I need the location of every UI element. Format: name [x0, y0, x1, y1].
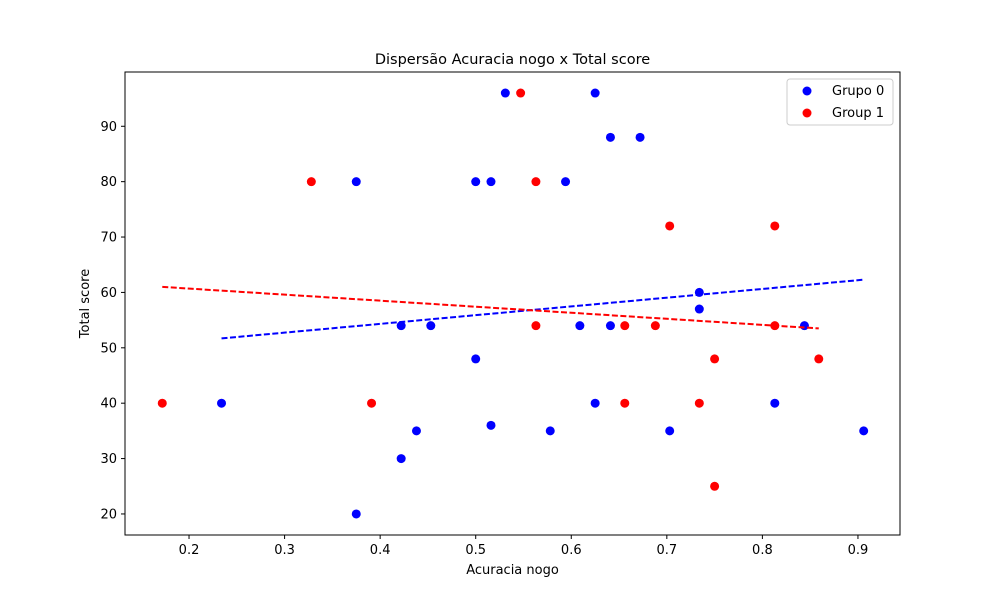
data-point-group-1 — [157, 398, 167, 408]
legend-marker-group-1 — [802, 108, 812, 118]
data-point-group-1 — [516, 88, 526, 98]
data-point-grupo-0 — [351, 177, 361, 187]
data-point-grupo-0 — [859, 426, 869, 436]
data-point-grupo-0 — [486, 177, 496, 187]
series-layer — [157, 88, 869, 519]
data-point-grupo-0 — [217, 398, 227, 408]
data-point-group-1 — [710, 354, 720, 364]
data-point-grupo-0 — [665, 426, 675, 436]
data-point-group-1 — [710, 481, 720, 491]
legend-label-group-1: Group 1 — [832, 106, 884, 121]
plot-area — [125, 72, 900, 535]
legend-box — [786, 78, 894, 126]
data-point-grupo-0 — [590, 88, 600, 98]
data-point-grupo-0 — [471, 177, 481, 187]
x-tick-label: 0.9 — [848, 543, 869, 558]
data-point-grupo-0 — [471, 354, 481, 364]
data-point-grupo-0 — [411, 426, 421, 436]
data-point-group-1 — [814, 354, 824, 364]
data-point-group-1 — [620, 398, 630, 408]
legend-marker-grupo-0 — [802, 86, 812, 96]
trendline-grupo-0 — [221, 278, 864, 340]
data-point-grupo-0 — [351, 509, 361, 519]
x-tick-label: 0.6 — [561, 543, 582, 558]
y-tick-label: 20 — [100, 507, 117, 522]
x-tick-label: 0.3 — [274, 543, 295, 558]
data-point-grupo-0 — [575, 321, 585, 331]
data-point-grupo-0 — [486, 420, 496, 430]
y-tick-label: 40 — [100, 397, 117, 412]
y-axis-label: Total score — [78, 269, 93, 339]
data-point-group-1 — [531, 321, 541, 331]
data-point-group-1 — [665, 221, 675, 231]
data-point-grupo-0 — [605, 321, 615, 331]
data-point-grupo-0 — [590, 398, 600, 408]
data-point-group-1 — [306, 177, 316, 187]
data-point-grupo-0 — [545, 426, 555, 436]
data-point-grupo-0 — [799, 321, 809, 331]
data-point-grupo-0 — [396, 454, 406, 464]
y-tick-label: 30 — [100, 452, 117, 467]
data-point-grupo-0 — [396, 321, 406, 331]
data-point-grupo-0 — [500, 88, 510, 98]
y-tick-label: 90 — [100, 120, 117, 135]
data-point-group-1 — [531, 177, 541, 187]
data-point-group-1 — [770, 221, 780, 231]
x-axis-ticks: 0.2 0.3 0.4 0.5 0.6 0.7 0.8 0.9 — [179, 535, 869, 558]
data-point-grupo-0 — [770, 398, 780, 408]
x-axis-label: Acuracia nogo — [466, 563, 559, 578]
y-tick-label: 60 — [100, 286, 117, 301]
y-axis-ticks: 20 30 40 50 60 70 80 90 — [100, 120, 125, 522]
x-tick-label: 0.8 — [752, 543, 773, 558]
y-tick-label: 80 — [100, 175, 117, 190]
x-tick-label: 0.4 — [370, 543, 391, 558]
data-point-group-1 — [650, 321, 660, 331]
trendline-group-1 — [162, 285, 819, 330]
series-grupo-0 — [217, 88, 869, 519]
data-point-group-1 — [367, 398, 377, 408]
data-point-grupo-0 — [561, 177, 571, 187]
x-tick-label: 0.2 — [179, 543, 200, 558]
plot-frame — [124, 71, 901, 536]
x-tick-label: 0.5 — [465, 543, 486, 558]
data-point-group-1 — [694, 398, 704, 408]
data-point-grupo-0 — [635, 132, 645, 142]
data-point-grupo-0 — [426, 321, 436, 331]
y-tick-label: 50 — [100, 341, 117, 356]
data-point-grupo-0 — [694, 304, 704, 314]
series-group-1 — [157, 88, 824, 491]
data-point-group-1 — [620, 321, 630, 331]
chart-title: Dispersão Acuracia nogo x Total score — [375, 52, 650, 68]
legend-label-grupo-0: Grupo 0 — [832, 84, 884, 99]
y-tick-label: 70 — [100, 231, 117, 246]
legend: Grupo 0 Group 1 — [786, 78, 894, 126]
data-point-grupo-0 — [605, 132, 615, 142]
x-tick-label: 0.7 — [656, 543, 677, 558]
